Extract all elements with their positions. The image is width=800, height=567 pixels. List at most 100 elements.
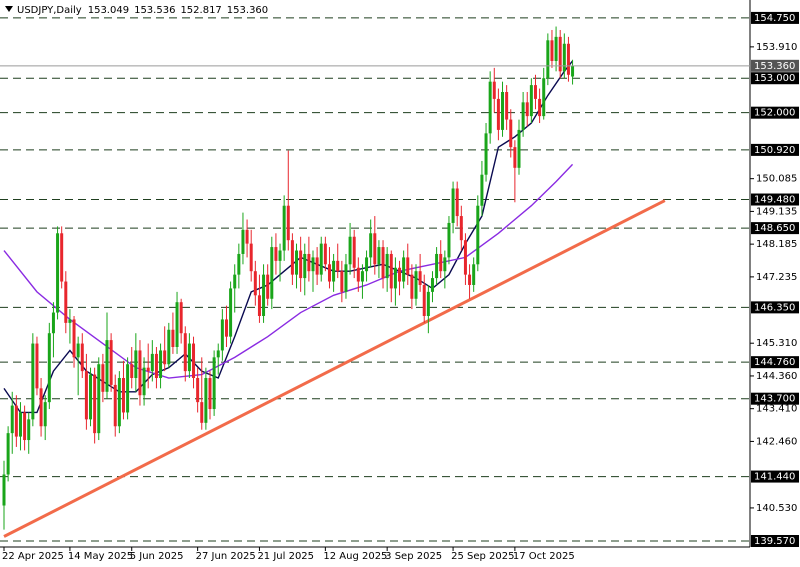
- candle-body: [262, 274, 266, 316]
- y-tick-label: 145.310: [756, 338, 797, 349]
- level-label: 139.570: [754, 536, 795, 547]
- candle-body: [146, 367, 150, 372]
- candle-body: [142, 367, 146, 396]
- candle-body: [68, 319, 72, 323]
- y-tick-label: 147.235: [756, 272, 797, 283]
- candle-body: [150, 353, 154, 372]
- candle-body: [319, 243, 323, 275]
- candle-body: [23, 412, 27, 441]
- candle-body: [546, 40, 550, 79]
- candle-body: [47, 333, 51, 403]
- candle-body: [80, 343, 84, 372]
- candle-body: [327, 264, 331, 282]
- candle-body: [365, 257, 369, 272]
- level-label-box: [751, 11, 799, 24]
- candle-body: [542, 78, 546, 117]
- y-tick-label: 144.360: [756, 371, 797, 382]
- candle-body: [282, 205, 286, 251]
- x-tick-label: 3 Sep 2025: [385, 551, 442, 562]
- symbol-icon: [5, 6, 13, 12]
- candle-body: [134, 350, 138, 379]
- candle-body: [84, 371, 88, 420]
- candle-body: [130, 364, 134, 379]
- candle-body: [14, 405, 18, 437]
- candle-body: [113, 384, 117, 427]
- candle-body: [521, 102, 525, 130]
- candle-body: [18, 412, 22, 437]
- candle-body: [72, 319, 76, 358]
- candle-body: [97, 364, 101, 434]
- current-price-box: [751, 59, 799, 72]
- candle-body: [192, 343, 196, 379]
- candle-body: [558, 36, 562, 72]
- candle-body: [200, 402, 204, 423]
- x-tick-label: 14 May 2025: [68, 551, 133, 562]
- candle-body: [480, 174, 484, 206]
- candle-body: [121, 378, 125, 413]
- candle-body: [163, 350, 167, 365]
- candle-body: [447, 222, 451, 258]
- candle-body: [389, 253, 393, 289]
- chart-title: USDJPY,Daily: [17, 5, 82, 16]
- candle-body: [505, 92, 509, 120]
- level-label-box: [751, 193, 799, 206]
- candle-body: [60, 233, 64, 282]
- level-label-box: [751, 106, 799, 119]
- candle-body: [562, 43, 566, 72]
- header-value: 153.360: [227, 5, 268, 16]
- candle-body: [550, 40, 554, 61]
- candle-body: [27, 419, 31, 441]
- candle-body: [233, 274, 237, 289]
- candle-body: [249, 243, 253, 272]
- candle-body: [410, 274, 414, 299]
- candle-body: [208, 378, 212, 410]
- candle-body: [286, 205, 290, 241]
- candle-body: [373, 233, 377, 265]
- candle-body: [538, 98, 542, 117]
- candle-body: [2, 474, 6, 506]
- candle-body: [332, 260, 336, 282]
- candle-body: [241, 229, 245, 254]
- level-label-box: [751, 222, 799, 235]
- candle-body: [167, 329, 171, 365]
- candle-body: [204, 378, 208, 423]
- candle-body: [513, 147, 517, 168]
- candle-body: [422, 284, 426, 316]
- candle-body: [270, 247, 274, 299]
- candle-body: [418, 271, 422, 285]
- y-tick-label: 149.135: [756, 206, 797, 217]
- candle-body: [154, 353, 158, 379]
- candle-body: [93, 374, 97, 434]
- candle-body: [39, 388, 43, 427]
- header-value: 153.536: [134, 5, 175, 16]
- candle-body: [278, 250, 282, 261]
- x-tick-label: 22 Apr 2025: [2, 551, 64, 562]
- y-tick-label: 143.410: [756, 404, 797, 415]
- candle-body: [229, 288, 233, 337]
- candle-body: [554, 36, 558, 61]
- candle-body: [517, 129, 521, 168]
- candle-body: [463, 240, 467, 275]
- current-price-label: 153.360: [754, 61, 795, 72]
- candle-body: [105, 340, 109, 392]
- level-label-box: [751, 301, 799, 314]
- candle-body: [117, 378, 121, 427]
- candle-body: [525, 102, 529, 117]
- candle-body: [443, 257, 447, 272]
- candle-body: [311, 257, 315, 272]
- level-label-box: [751, 535, 799, 548]
- level-label: 149.480: [754, 195, 795, 206]
- candle-body: [377, 247, 381, 265]
- x-tick-label: 25 Sep 2025: [451, 551, 514, 562]
- candle-body: [76, 343, 80, 358]
- candle-body: [455, 188, 459, 217]
- level-label-box: [751, 392, 799, 405]
- candle-body: [352, 236, 356, 268]
- y-tick-label: 148.185: [756, 239, 797, 250]
- candle-body: [187, 343, 191, 372]
- candle-body: [257, 295, 261, 316]
- level-label: 154.750: [754, 13, 795, 24]
- candle-body: [101, 364, 105, 392]
- candle-body: [51, 312, 55, 334]
